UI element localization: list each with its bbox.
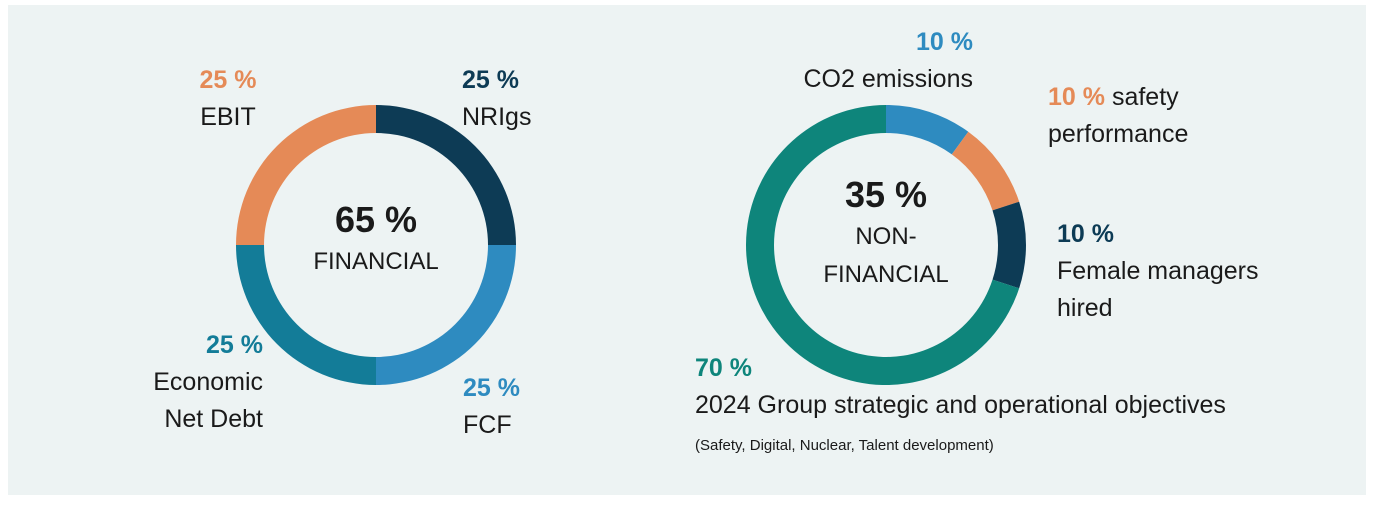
segment-label: 10 % CO2 emissions [743,24,974,98]
donut-segment [236,245,376,385]
category-note: (Safety, Digital, Nuclear, Talent develo… [695,437,994,454]
category-label: FCF [463,411,512,439]
center-text: NON-FINANCIAL [823,223,949,288]
segment-label: 70 % 2024 Group strategic and operational… [695,350,1235,464]
category-label: Female managers hired [1057,257,1259,322]
segment-label: 25 % FCF [463,370,613,444]
value-label: 25 % [462,66,519,94]
value-label: 25 % [206,331,263,359]
value-label: 10 % [1048,83,1105,111]
background-panel [8,5,1366,495]
segment-label: 10 % Female managers hired [1057,216,1307,327]
category-label: Economic Net Debt [153,368,263,433]
segment-label: 25 % Economic Net Debt [113,327,263,438]
value-label: 70 % [695,354,752,382]
value-label: 10 % [1057,220,1114,248]
donut-segment [376,105,516,245]
donut-segment [951,131,1020,211]
center-label: 35 % NON-FINANCIAL [816,172,956,294]
center-text: FINANCIAL [313,248,439,275]
segment-label: 25 % EBIT [153,62,303,136]
segment-label: 25 % NRIgs [462,62,612,136]
value-label: 25 % [463,374,520,402]
category-label: CO2 emissions [803,65,974,93]
center-label: 65 % FINANCIAL [276,197,476,281]
category-label: NRIgs [462,103,532,131]
donut-segment [376,245,516,385]
donut-segment [992,201,1026,289]
category-label: 2024 Group strategic and operational obj… [695,391,1226,419]
donut-segment [236,105,376,245]
center-title: 65 % [334,199,418,240]
segment-label: 10 % safety performance [1048,79,1248,153]
center-title: 35 % [844,174,928,215]
value-label: 10 % [916,28,973,56]
donut-segment [886,105,969,155]
category-label: safety performance [1048,83,1189,148]
category-label: EBIT [200,103,256,131]
value-label: 25 % [199,66,257,94]
